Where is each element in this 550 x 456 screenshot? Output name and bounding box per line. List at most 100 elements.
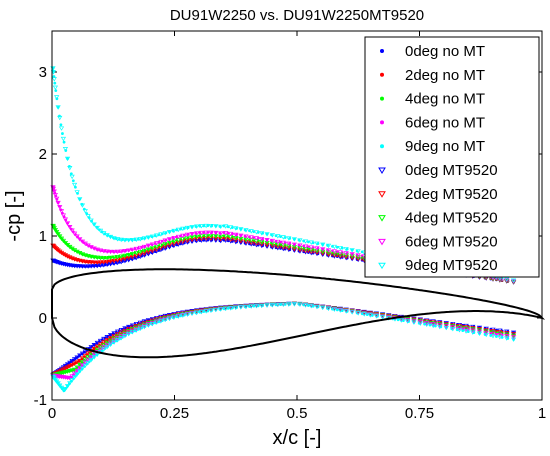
data-point xyxy=(145,235,151,240)
data-point xyxy=(184,225,191,231)
data-point xyxy=(203,238,209,243)
data-point xyxy=(55,105,61,110)
data-point xyxy=(325,306,332,311)
data-point xyxy=(129,257,136,262)
data-point xyxy=(166,243,173,248)
data-point xyxy=(297,246,303,251)
data-point xyxy=(162,238,168,243)
data-point xyxy=(483,330,489,336)
data-point xyxy=(118,237,124,243)
data-point xyxy=(67,225,73,230)
data-point xyxy=(82,209,88,214)
data-point xyxy=(118,254,124,259)
data-point xyxy=(223,238,229,243)
data-point xyxy=(166,316,173,322)
data-point xyxy=(337,308,343,313)
data-point xyxy=(77,197,83,202)
data-point xyxy=(291,302,297,307)
legend-label: 6deg MT9520 xyxy=(405,233,498,250)
data-point xyxy=(175,313,181,319)
data-point xyxy=(88,352,94,357)
data-point xyxy=(111,261,117,266)
data-point xyxy=(107,234,114,240)
data-point xyxy=(91,352,97,357)
data-point xyxy=(320,242,326,248)
data-point xyxy=(79,366,86,371)
data-point xyxy=(104,255,110,261)
data-point xyxy=(314,248,320,254)
data-point xyxy=(133,237,139,243)
data-point xyxy=(437,324,443,330)
data-point xyxy=(248,235,254,240)
data-point xyxy=(82,349,88,354)
data-point xyxy=(104,233,110,238)
data-point xyxy=(208,308,214,313)
data-point xyxy=(248,304,254,309)
data-point xyxy=(114,260,121,266)
data-point xyxy=(343,251,349,256)
data-point xyxy=(54,89,58,93)
data-point xyxy=(94,225,100,231)
data-point xyxy=(122,334,128,339)
data-point xyxy=(162,313,168,319)
data-point xyxy=(180,312,186,318)
data-point xyxy=(331,307,338,312)
data-point xyxy=(57,261,63,266)
data-point xyxy=(411,319,417,324)
data-point xyxy=(52,245,58,251)
data-point xyxy=(450,322,456,327)
data-point xyxy=(122,253,128,259)
data-point xyxy=(149,321,156,327)
data-point xyxy=(126,332,132,337)
data-point xyxy=(114,255,121,260)
data-point xyxy=(69,378,75,383)
data-point xyxy=(82,360,88,365)
data-point xyxy=(162,317,168,323)
data-point xyxy=(320,251,326,256)
data-point xyxy=(497,333,503,338)
data-point xyxy=(101,255,107,261)
data-point xyxy=(58,368,65,373)
data-point xyxy=(51,189,57,194)
data-point xyxy=(79,259,86,264)
data-point xyxy=(218,231,224,236)
data-point xyxy=(218,224,224,230)
data-point xyxy=(67,364,73,369)
data-point xyxy=(111,255,117,260)
data-point xyxy=(194,224,200,229)
data-point xyxy=(280,240,286,246)
data-point xyxy=(88,254,94,260)
data-point xyxy=(62,253,69,258)
data-point xyxy=(320,249,326,255)
data-point xyxy=(335,308,339,312)
data-point xyxy=(437,320,443,325)
data-point xyxy=(171,243,177,249)
airfoil-outline xyxy=(51,268,546,359)
data-point xyxy=(280,245,286,250)
data-point xyxy=(166,245,173,250)
data-point xyxy=(77,353,83,358)
data-point xyxy=(302,244,309,249)
data-point xyxy=(55,381,61,386)
data-point xyxy=(223,224,229,229)
data-point xyxy=(162,231,168,236)
airfoil-line xyxy=(51,268,546,359)
data-point xyxy=(379,315,386,320)
data-point xyxy=(85,264,91,269)
data-point xyxy=(379,314,386,319)
data-point xyxy=(213,230,219,236)
data-point xyxy=(184,240,191,245)
data-point xyxy=(154,319,160,324)
data-point xyxy=(94,247,100,252)
data-point xyxy=(228,231,234,237)
data-point xyxy=(259,242,265,247)
data-point xyxy=(314,304,320,310)
data-point xyxy=(97,338,104,344)
data-point xyxy=(97,347,104,352)
data-point xyxy=(74,372,80,377)
data-point xyxy=(275,244,281,250)
data-point xyxy=(133,246,139,252)
legend-marker xyxy=(380,120,384,125)
data-point xyxy=(71,375,78,380)
y-axis-label: -cp [-] xyxy=(3,190,25,241)
